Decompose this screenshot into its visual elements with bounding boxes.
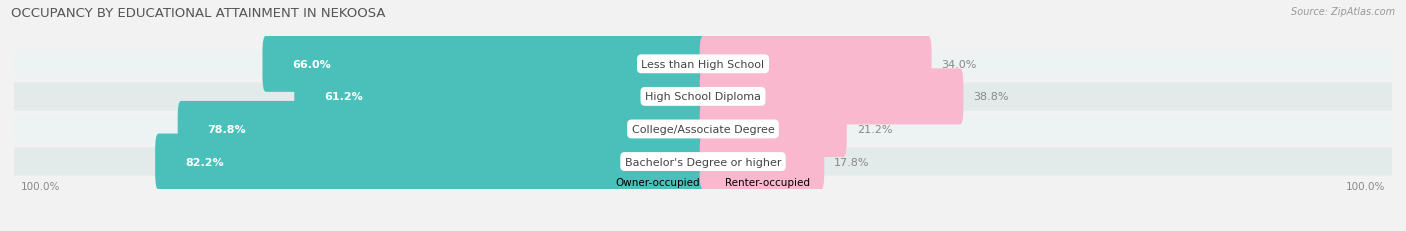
FancyBboxPatch shape bbox=[700, 101, 846, 157]
FancyBboxPatch shape bbox=[14, 148, 1392, 176]
FancyBboxPatch shape bbox=[14, 51, 1392, 79]
FancyBboxPatch shape bbox=[700, 37, 932, 92]
Text: 17.8%: 17.8% bbox=[834, 157, 870, 167]
Text: Bachelor's Degree or higher: Bachelor's Degree or higher bbox=[624, 157, 782, 167]
Text: 100.0%: 100.0% bbox=[1346, 181, 1385, 191]
FancyBboxPatch shape bbox=[700, 69, 963, 125]
Text: 61.2%: 61.2% bbox=[323, 92, 363, 102]
FancyBboxPatch shape bbox=[700, 134, 824, 190]
Text: High School Diploma: High School Diploma bbox=[645, 92, 761, 102]
Text: Source: ZipAtlas.com: Source: ZipAtlas.com bbox=[1291, 7, 1395, 17]
Legend: Owner-occupied, Renter-occupied: Owner-occupied, Renter-occupied bbox=[596, 177, 810, 187]
Text: 38.8%: 38.8% bbox=[973, 92, 1008, 102]
Text: College/Associate Degree: College/Associate Degree bbox=[631, 125, 775, 134]
Text: 82.2%: 82.2% bbox=[186, 157, 224, 167]
Text: 21.2%: 21.2% bbox=[856, 125, 893, 134]
Text: OCCUPANCY BY EDUCATIONAL ATTAINMENT IN NEKOOSA: OCCUPANCY BY EDUCATIONAL ATTAINMENT IN N… bbox=[11, 7, 385, 20]
FancyBboxPatch shape bbox=[155, 134, 706, 190]
FancyBboxPatch shape bbox=[263, 37, 706, 92]
FancyBboxPatch shape bbox=[294, 69, 706, 125]
FancyBboxPatch shape bbox=[177, 101, 706, 157]
Text: 34.0%: 34.0% bbox=[942, 60, 977, 70]
FancyBboxPatch shape bbox=[14, 116, 1392, 143]
Text: 66.0%: 66.0% bbox=[292, 60, 330, 70]
Text: 78.8%: 78.8% bbox=[208, 125, 246, 134]
Text: 100.0%: 100.0% bbox=[21, 181, 60, 191]
Text: Less than High School: Less than High School bbox=[641, 60, 765, 70]
FancyBboxPatch shape bbox=[14, 83, 1392, 111]
